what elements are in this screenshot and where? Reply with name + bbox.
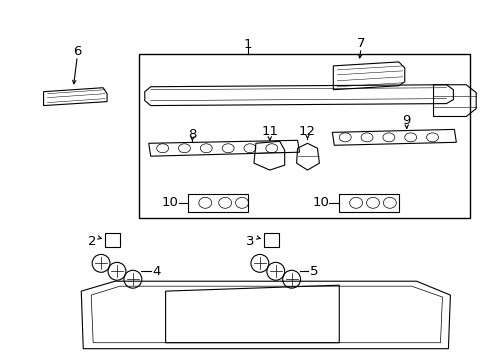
Text: 2: 2 xyxy=(87,235,96,248)
Text: 10: 10 xyxy=(312,196,328,209)
Bar xyxy=(264,233,278,247)
Text: 10: 10 xyxy=(162,196,178,209)
Text: 3: 3 xyxy=(246,235,254,248)
Text: 11: 11 xyxy=(261,125,278,138)
Text: 7: 7 xyxy=(356,37,365,50)
Text: 8: 8 xyxy=(188,128,196,141)
Text: 4: 4 xyxy=(152,265,161,278)
Bar xyxy=(339,194,398,212)
Text: 12: 12 xyxy=(298,125,315,138)
Bar xyxy=(139,54,469,218)
Text: 5: 5 xyxy=(309,265,317,278)
Bar xyxy=(105,233,120,247)
Bar xyxy=(188,194,247,212)
Text: 1: 1 xyxy=(243,37,252,50)
Text: 6: 6 xyxy=(73,45,81,58)
Text: 9: 9 xyxy=(402,114,410,127)
